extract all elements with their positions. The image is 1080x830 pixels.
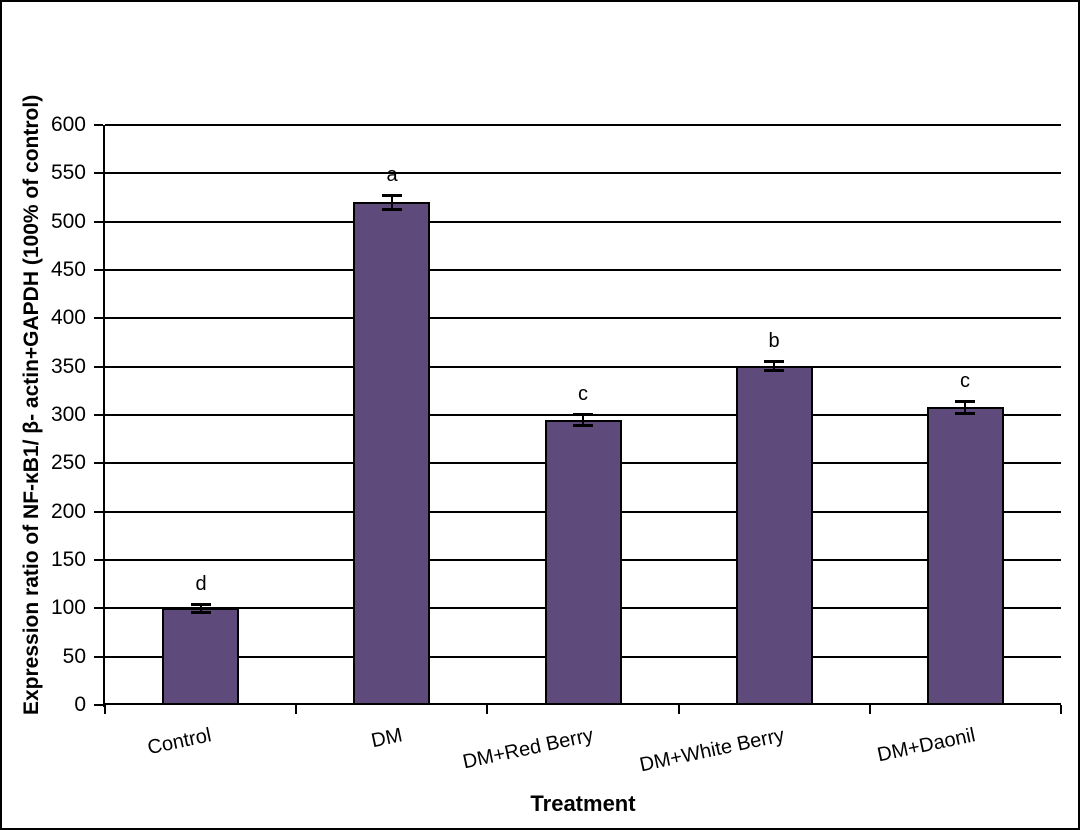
y-tick-label: 550 [50,161,86,184]
x-category-label: DM+White Berry [637,724,787,777]
x-axis-tick [1060,705,1062,714]
error-bar-cap-top [191,603,211,606]
y-tick-label: 500 [50,210,86,233]
x-category-label: DM+Daonil [875,724,978,767]
significance-letter: b [768,330,780,352]
y-tick-label: 450 [50,258,86,281]
significance-letter: c [578,383,588,405]
x-axis-tick [869,705,871,714]
y-tick-label: 200 [50,500,86,523]
plot-area: 0 50 100 150 200 250 300 350 400 450 500 550 600 d Con… [51,114,1062,776]
x-axis-tick [486,705,488,714]
y-tick-label: 100 [50,596,86,619]
bar [545,420,622,705]
y-tick-label: 300 [50,403,86,426]
x-axis-title: Treatment [530,791,636,816]
y-axis-tick [94,414,103,416]
y-axis-tick [94,704,103,706]
bar [736,366,813,705]
significance-letter: a [386,164,398,186]
y-axis-tick [94,172,103,174]
y-tick-label: 0 [74,693,86,716]
significance-letter: d [195,573,207,595]
y-axis-tick [94,317,103,319]
bar [927,407,1004,705]
gridline [105,269,1061,271]
gridline [105,172,1061,174]
error-bar-cap-bottom [382,208,402,211]
y-axis-tick [94,607,103,609]
y-axis-tick [94,559,103,561]
bar [162,608,239,705]
error-bar-cap-bottom [573,424,593,427]
error-bar-line [773,361,775,371]
gridline [105,366,1061,368]
error-bar-cap-bottom [191,611,211,614]
y-tick-label: 400 [50,306,86,329]
y-axis-tick [94,221,103,223]
y-axis-tick [94,269,103,271]
y-tick-label: 150 [50,548,86,571]
error-bar-cap-bottom [764,369,784,372]
error-bar-line [200,604,202,613]
error-bar-cap-top [764,360,784,363]
error-bar-line [582,414,584,426]
y-axis-tick [94,462,103,464]
gridline [105,221,1061,223]
error-bar-cap-top [382,194,402,197]
error-bar-line [391,195,393,210]
y-axis-tick [94,511,103,513]
y-tick-label: 250 [50,451,86,474]
significance-letter: c [960,370,970,392]
y-tick-label: 350 [50,355,86,378]
x-category-label: DM [369,724,405,753]
gridline [105,317,1061,319]
x-category-label: Control [145,724,214,760]
x-axis-tick [678,705,680,714]
y-axis-tick [94,656,103,658]
x-axis-tick [104,705,106,714]
y-axis-tick [94,366,103,368]
y-axis-line [103,125,105,707]
y-axis-tick [94,124,103,126]
bar [353,202,430,705]
y-tick-label: 50 [62,645,86,668]
y-tick-label: 600 [50,113,86,136]
error-bar-cap-top [573,413,593,416]
x-category-label: DM+Red Berry [460,724,596,774]
error-bar-cap-top [955,400,975,403]
gridline [105,124,1061,126]
error-bar-line [964,401,966,414]
error-bar-cap-bottom [955,412,975,415]
x-axis-tick [295,705,297,714]
